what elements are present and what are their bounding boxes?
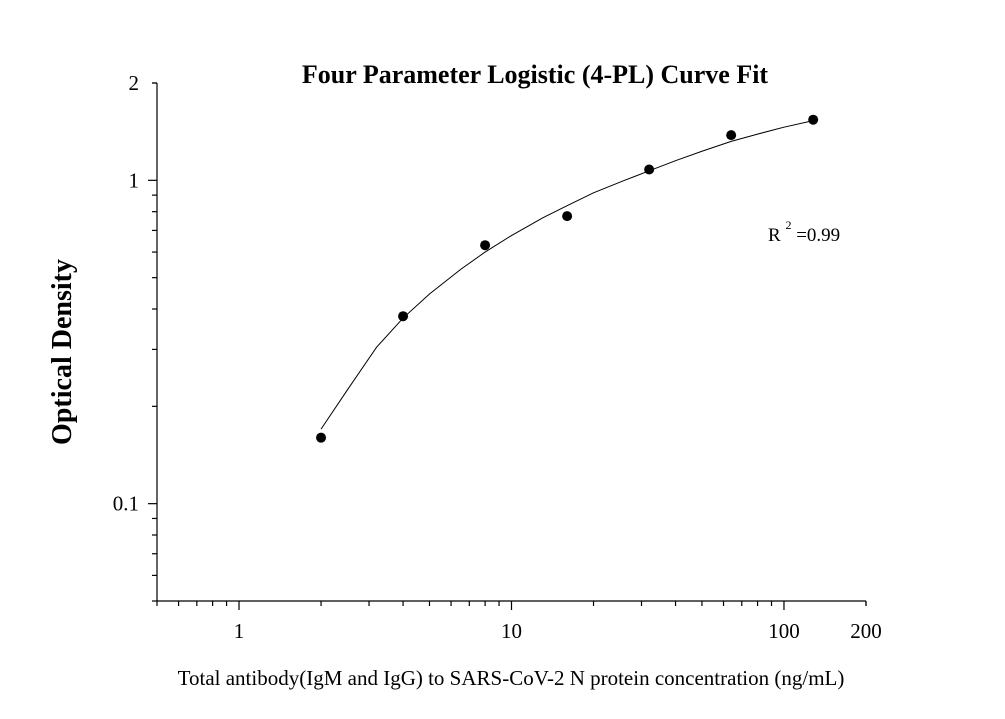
- data-point: [808, 114, 819, 125]
- x-axis-label: Total antibody(IgM and IgG) to SARS-CoV-…: [178, 666, 845, 690]
- y-tick-label: 0.1: [113, 492, 139, 516]
- x-tick-label: 200: [850, 619, 882, 643]
- y-axis-label: Optical Density: [47, 259, 78, 445]
- data-point: [398, 311, 409, 322]
- data-point: [644, 164, 655, 175]
- fit-curve-layer: [320, 120, 814, 430]
- data-point: [562, 211, 573, 222]
- r-squared-superscript: 2: [785, 218, 791, 232]
- data-points-layer: [316, 114, 819, 443]
- r-squared-base: R: [768, 225, 781, 246]
- axes: 1 10 100 200 0.1 1 2: [113, 71, 882, 643]
- fit-curve: [320, 120, 814, 430]
- data-point: [316, 432, 327, 443]
- y-tick-label: 2: [129, 71, 140, 95]
- r-squared-annotation: R 2 =0.99: [768, 213, 840, 246]
- r-squared-value: =0.99: [796, 225, 840, 246]
- chart-title: Four Parameter Logistic (4-PL) Curve Fit: [302, 60, 769, 89]
- data-point: [726, 130, 737, 141]
- x-tick-label: 10: [501, 619, 522, 643]
- y-tick-label: 1: [129, 168, 140, 192]
- data-point: [480, 240, 491, 251]
- x-tick-label: 1: [234, 619, 245, 643]
- x-tick-label: 100: [768, 619, 800, 643]
